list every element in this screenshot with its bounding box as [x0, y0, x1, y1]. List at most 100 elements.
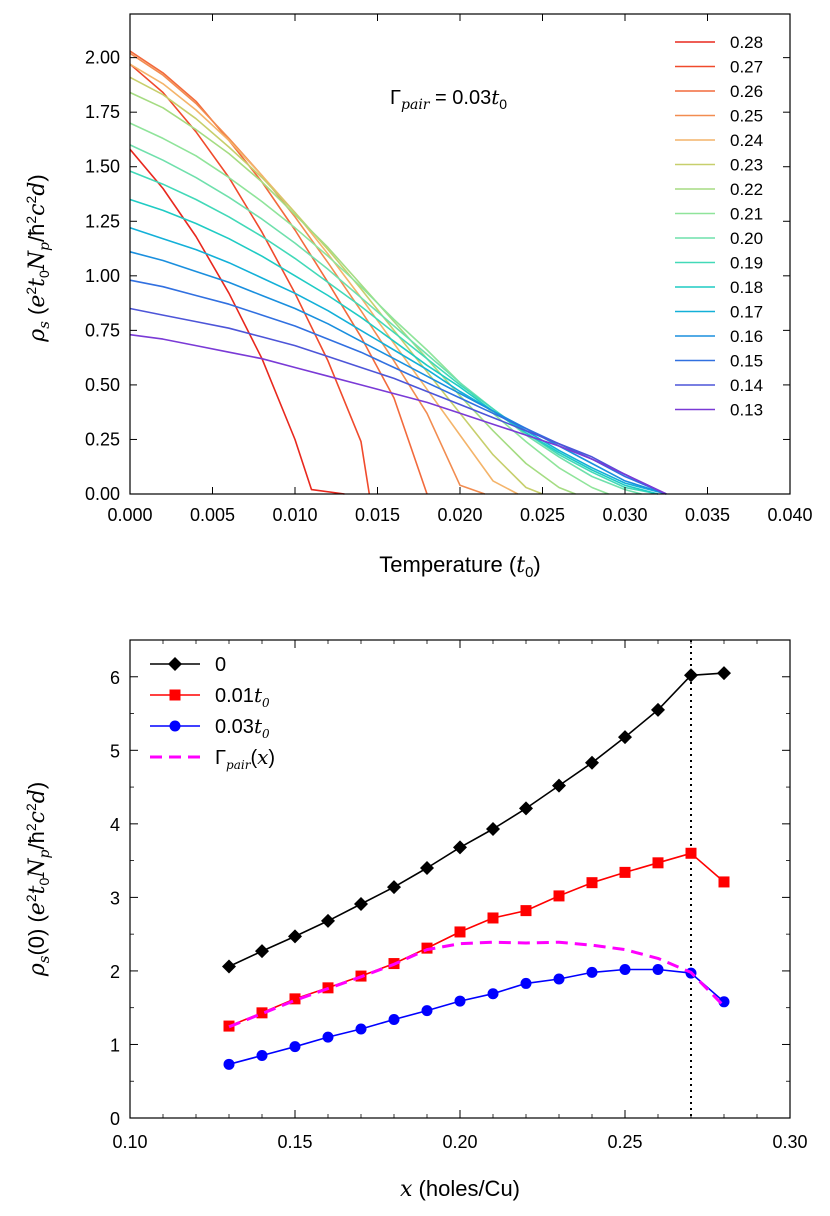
- legend-label: 0.26: [730, 82, 763, 101]
- y-tick-label: 0.25: [85, 429, 120, 449]
- data-point-diamond: [222, 959, 236, 974]
- x-tick-label: 0.30: [772, 1132, 807, 1152]
- x-tick-label: 0.15: [277, 1132, 312, 1152]
- legend-label: 0.18: [730, 278, 763, 297]
- data-point-circle: [553, 973, 565, 985]
- legend-marker: [168, 657, 182, 671]
- series-line-0.13: [129, 333, 667, 495]
- data-point-diamond: [519, 801, 533, 816]
- x-tick-label: 0.015: [355, 505, 400, 525]
- y-tick-label: 2: [110, 962, 120, 982]
- data-point-circle: [487, 988, 499, 1000]
- series-0: [222, 666, 731, 974]
- series-line-0.14: [129, 307, 667, 495]
- data-point-diamond: [684, 668, 698, 683]
- data-point-diamond: [288, 929, 302, 944]
- legend-label: 0.28: [730, 33, 763, 52]
- data-point-diamond: [387, 880, 401, 895]
- data-point-square: [487, 912, 499, 924]
- y-tick-label: 2.00: [85, 48, 120, 68]
- x-tick-label: 0.030: [602, 505, 647, 525]
- data-point-diamond: [255, 944, 269, 959]
- x-tick-label: 0.010: [272, 505, 317, 525]
- data-point-diamond: [354, 897, 368, 912]
- plot-frame: [129, 639, 791, 1119]
- series-line-0.25: [129, 52, 486, 495]
- data-point-circle: [289, 1041, 301, 1053]
- y-tick-label: 4: [110, 815, 120, 835]
- data-point-square: [586, 877, 598, 889]
- x-tick-label: 0.10: [112, 1132, 147, 1152]
- x-tick-label: 0.020: [437, 505, 482, 525]
- legend-label: 0.15: [730, 352, 763, 371]
- legend-label: 0.13: [730, 401, 763, 420]
- legend-label: 0.20: [730, 229, 763, 248]
- x-axis-label: Temperature (t0): [379, 552, 540, 581]
- legend-label: Γpair(x): [215, 745, 275, 772]
- legend-marker: [169, 689, 181, 701]
- series-line-0.16: [129, 251, 667, 495]
- y-tick-label: 6: [110, 668, 120, 688]
- data-point-diamond: [585, 755, 599, 770]
- legend-label: 0.01t0: [215, 683, 270, 710]
- data-point-diamond: [651, 702, 665, 717]
- legend-label: 0.23: [730, 156, 763, 175]
- series-line: [228, 940, 726, 1029]
- data-point-circle: [223, 1058, 235, 1070]
- x-axis-label: x (holes/Cu): [400, 1176, 520, 1202]
- y-axis-label: ρs(0) (e2t0Np/ħ2c2d): [23, 782, 53, 977]
- series-line-0.19: [129, 170, 659, 495]
- series-line-0.21: [129, 122, 609, 495]
- y-tick-label: 5: [110, 741, 120, 761]
- y-tick-label: 0.75: [85, 320, 120, 340]
- data-point-square: [718, 876, 730, 888]
- y-tick-label: 1.25: [85, 211, 120, 231]
- data-point-circle: [652, 963, 664, 975]
- y-tick-label: 0.50: [85, 375, 120, 395]
- data-point-circle: [718, 996, 730, 1008]
- data-point-diamond: [321, 913, 335, 928]
- legend-label: 0.24: [730, 131, 763, 150]
- series-line-0.18: [129, 198, 659, 495]
- series-line-0.24: [129, 63, 519, 495]
- data-point-square: [619, 866, 631, 878]
- x-tick-label: 0.000: [107, 505, 152, 525]
- series-layer: [222, 666, 731, 1070]
- legend-label: 0.19: [730, 254, 763, 273]
- data-point-diamond: [717, 666, 731, 681]
- legend-label: 0.21: [730, 205, 763, 224]
- data-point-diamond: [420, 860, 434, 875]
- plot-frame: [129, 13, 791, 495]
- doping-chart: 0.10 0.15 0.20 0.25 0.30 0 1 2 3 4 5 6 0 0.01t0 0.03t…: [23, 639, 808, 1202]
- x-tick-label: 0.025: [520, 505, 565, 525]
- y-tick-label: 1.75: [85, 102, 120, 122]
- legend: 0 0.01t0 0.03t0 Γpair(x): [150, 654, 275, 772]
- data-point-square: [652, 857, 664, 869]
- data-point-circle: [256, 1049, 268, 1061]
- series-line-0.20: [129, 144, 642, 495]
- legend-label: 0.16: [730, 327, 763, 346]
- data-point-circle: [619, 963, 631, 975]
- data-point-square: [553, 890, 565, 902]
- series-line-0.22: [129, 91, 576, 495]
- x-tick-label: 0.040: [767, 505, 812, 525]
- y-tick-label: 1: [110, 1035, 120, 1055]
- data-point-square: [520, 905, 532, 917]
- legend-label: 0.22: [730, 180, 763, 199]
- y-tick-label: 3: [110, 888, 120, 908]
- series-line-0.15: [129, 279, 667, 495]
- legend-marker: [169, 720, 181, 732]
- data-point-square: [454, 926, 466, 938]
- series-1: [223, 847, 730, 1032]
- data-point-diamond: [486, 821, 500, 836]
- legend-label: 0.25: [730, 107, 763, 126]
- data-point-square: [256, 1007, 268, 1019]
- series-line: [228, 852, 725, 1027]
- series-3: [228, 940, 726, 1029]
- data-point-circle: [586, 966, 598, 978]
- data-point-circle: [355, 1023, 367, 1035]
- data-point-circle: [454, 995, 466, 1007]
- legend-label: 0.27: [730, 58, 763, 77]
- series-line-0.17: [129, 227, 667, 495]
